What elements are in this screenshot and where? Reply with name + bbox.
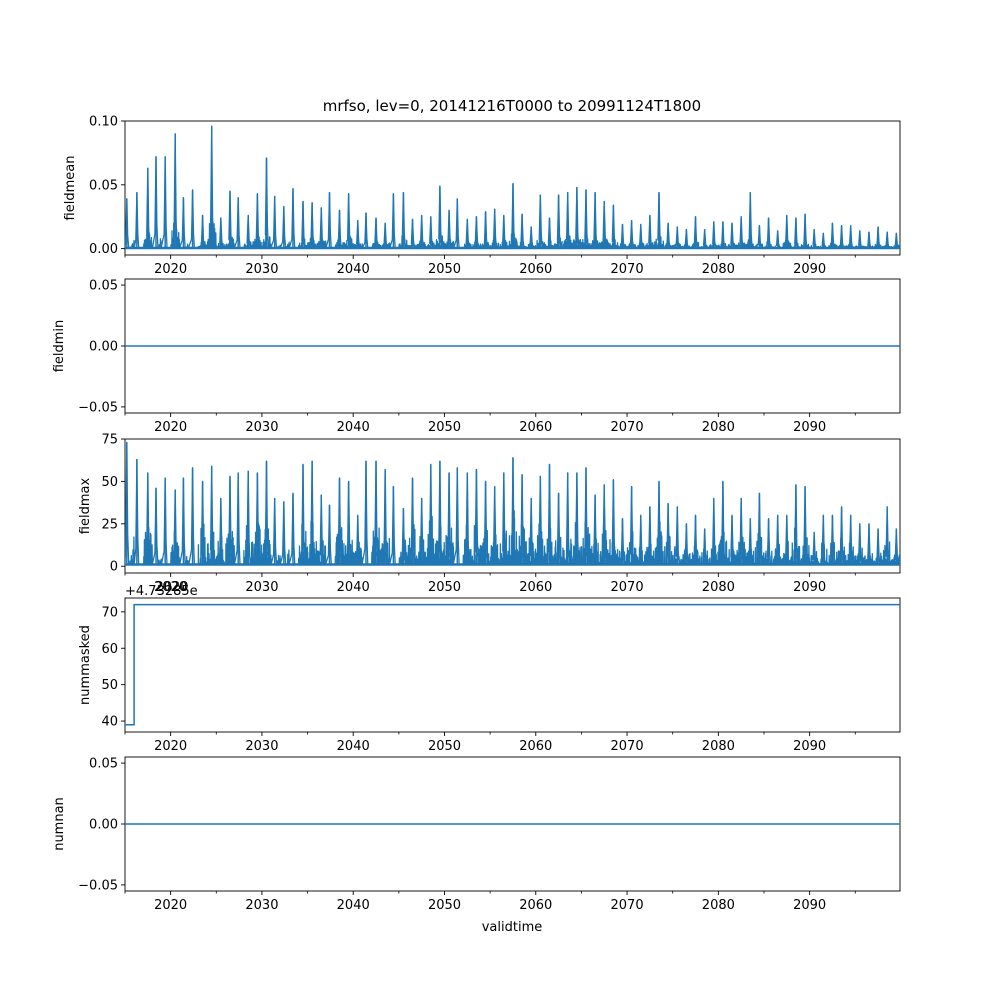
panel-fieldmean: 0.00 0.05 0.10 2020 2030 2040 2050 2060 2070 2080… [63, 115, 901, 277]
nummasked-xtick-label: 2040 [337, 739, 370, 754]
numnan-xtick-label: 2050 [428, 898, 461, 913]
numnan-xtick-label: 2020 [154, 898, 187, 913]
fieldmean-ytick-label: 0.05 [89, 178, 118, 193]
fieldmin-ytick-label: −0.05 [78, 400, 118, 415]
fieldmean-xtick-label: 2020 [154, 262, 187, 277]
fieldmax-xtick-label: 2060 [519, 580, 552, 595]
nummasked-axes-frame [124, 597, 901, 733]
nummasked-xtick-label: 2030 [245, 739, 278, 754]
numnan-ytick-label: 0.00 [89, 818, 118, 833]
fieldmin-xtick-label: 2070 [611, 420, 644, 435]
fieldmax-axes-frame [124, 438, 901, 574]
panels: 0.00 0.05 0.10 2020 2030 2040 2050 2060 2070 2080… [52, 115, 901, 913]
fieldmax-data [125, 441, 900, 566]
chart-title: mrfso, lev=0, 20141216T0000 to 20991124T… [323, 97, 701, 115]
nummasked-ytick-label: 40 [101, 715, 118, 730]
panel-fieldmin: −0.05 0.00 0.05 2020 2030 2040 2050 2060 2070 208… [52, 278, 901, 435]
fieldmean-ytick-label: 0.10 [89, 115, 118, 130]
x-axis-label: validtime [482, 920, 543, 935]
fieldmax-ytick-label: 25 [101, 517, 118, 532]
numnan-xtick-label: 2040 [337, 898, 370, 913]
nummasked-xtick-label: 2080 [702, 739, 735, 754]
panel-numnan: −0.05 0.00 0.05 2020 2030 2040 2050 2060 2070 208… [52, 756, 901, 913]
fieldmin-xtick-label: 2060 [519, 420, 552, 435]
nummasked-data [125, 603, 900, 726]
nummasked-offset-text: +4.73285e [125, 584, 198, 599]
numnan-ytick-label: 0.05 [89, 757, 118, 772]
numnan-xtick-label: 2030 [245, 898, 278, 913]
fieldmax-xtick-label: 2070 [611, 580, 644, 595]
fieldmax-xtick-label: 2080 [702, 580, 735, 595]
numnan-xtick-label: 2080 [702, 898, 735, 913]
fieldmax-y-axis-label: fieldmax [78, 478, 93, 535]
fieldmax-xtick-label: 2040 [337, 580, 370, 595]
fieldmean-xtick-label: 2070 [611, 262, 644, 277]
numnan-y-axis-label: numnan [52, 797, 67, 851]
fieldmean-xtick-label: 2050 [428, 262, 461, 277]
fieldmax-xtick-label: 2050 [428, 580, 461, 595]
panel-fieldmax: 0 25 50 75 2020 2030 2040 2050 2060 2070 2080 2090 f… [78, 433, 901, 595]
fieldmin-xtick-label: 2080 [702, 420, 735, 435]
numnan-xtick-label: 2060 [519, 898, 552, 913]
nummasked-xtick-label: 2090 [793, 739, 826, 754]
fieldmean-xtick-label: 2090 [793, 262, 826, 277]
fieldmin-xtick-label: 2030 [245, 420, 278, 435]
numnan-xtick-label: 2090 [793, 898, 826, 913]
fieldmean-xtick-label: 2040 [337, 262, 370, 277]
nummasked-xtick-label: 2020 [154, 739, 187, 754]
nummasked-xtick-label: 2050 [428, 739, 461, 754]
numnan-ytick-label: −0.05 [78, 878, 118, 893]
fieldmin-xtick-label: 2090 [793, 420, 826, 435]
fieldmean-y-axis-label: fieldmean [63, 156, 78, 221]
nummasked-overlap-label: 2020 [155, 580, 188, 595]
nummasked-xtick-label: 2070 [611, 739, 644, 754]
fieldmean-xtick-label: 2030 [245, 262, 278, 277]
fieldmax-xtick-label: 2030 [245, 580, 278, 595]
fieldmin-xtick-label: 2050 [428, 420, 461, 435]
nummasked-ytick-label: 50 [101, 678, 118, 693]
fieldmax-xtick-label: 2090 [793, 580, 826, 595]
fieldmin-xtick-label: 2020 [154, 420, 187, 435]
numnan-xtick-label: 2070 [611, 898, 644, 913]
fieldmean-ytick-label: 0.00 [89, 242, 118, 257]
fieldmin-ytick-label: 0.05 [89, 279, 118, 294]
nummasked-xtick-label: 2060 [519, 739, 552, 754]
nummasked-ytick-label: 70 [101, 605, 118, 620]
fieldmax-ytick-label: 0 [110, 560, 118, 575]
fieldmean-xtick-label: 2080 [702, 262, 735, 277]
fieldmin-ytick-label: 0.00 [89, 340, 118, 355]
fieldmean-xtick-label: 2060 [519, 262, 552, 277]
fieldmean-data [125, 125, 900, 250]
fieldmax-ytick-label: 75 [101, 433, 118, 448]
fieldmin-y-axis-label: fieldmin [52, 320, 67, 373]
fieldmin-xtick-label: 2040 [337, 420, 370, 435]
nummasked-ytick-label: 60 [101, 642, 118, 657]
fieldmax-ytick-label: 50 [101, 475, 118, 490]
nummasked-series-line [125, 603, 900, 726]
nummasked-y-axis-label: nummasked [78, 625, 93, 705]
fieldmean-axes-frame [124, 120, 901, 256]
fieldmax-xtick-label: 2020 [154, 580, 187, 595]
panel-nummasked: 40 50 60 70 2020 2030 2040 2050 2060 2070 2080 2090… [78, 580, 901, 754]
